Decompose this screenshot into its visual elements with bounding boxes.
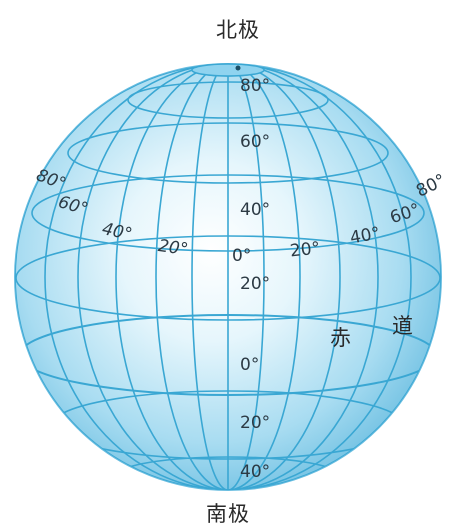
meridian-line: [77, 64, 379, 490]
meridian-line: [115, 64, 341, 490]
latitude-label-20s: 20°: [240, 413, 271, 433]
latitude-label-equator: 0°: [240, 355, 260, 375]
meridian-line: [191, 64, 265, 490]
latitude-label-80n: 80°: [240, 76, 271, 96]
latitude-label-60n: 60°: [240, 132, 271, 152]
north-pole-cap: [191, 63, 265, 77]
north-pole-label: 北极: [216, 18, 260, 42]
latitude-label-40n: 40°: [240, 200, 271, 220]
north-pole-point: [235, 65, 241, 71]
equator-label-char-2: 道: [392, 314, 413, 338]
latitude-line: [67, 122, 389, 184]
longitude-label-20w: 20°: [156, 235, 190, 261]
longitude-label-0: 0°: [232, 246, 252, 266]
latitude-line: [31, 174, 425, 252]
longitude-label-20e: 20°: [289, 238, 322, 262]
latitude-line: [15, 235, 441, 321]
latitude-label-40s: 40°: [240, 462, 271, 482]
latitude-line: [127, 81, 329, 119]
equator-label-char-1: 赤: [330, 326, 351, 350]
meridian-line: [44, 64, 412, 490]
meridian-line: [155, 64, 301, 490]
south-pole-label: 南极: [206, 502, 250, 526]
latitude-label-20n: 20°: [240, 274, 271, 294]
